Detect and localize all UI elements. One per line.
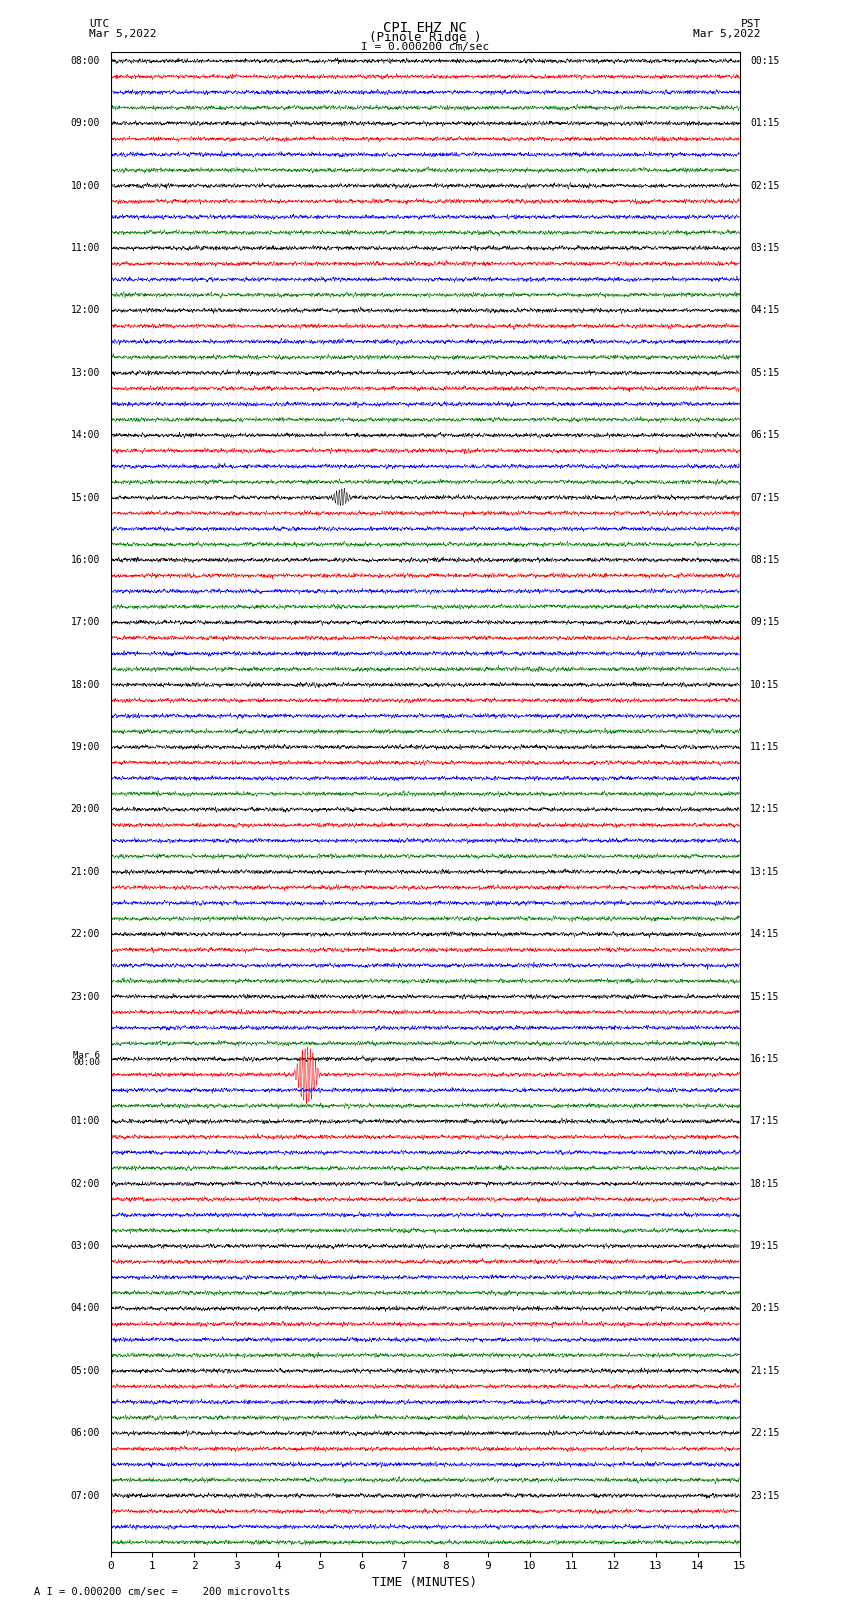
Text: 01:00: 01:00 bbox=[71, 1116, 100, 1126]
Text: CPI EHZ NC: CPI EHZ NC bbox=[383, 21, 467, 35]
Text: 07:00: 07:00 bbox=[71, 1490, 100, 1500]
Text: 10:15: 10:15 bbox=[750, 679, 779, 690]
Text: 17:00: 17:00 bbox=[71, 618, 100, 627]
Text: I = 0.000200 cm/sec: I = 0.000200 cm/sec bbox=[361, 42, 489, 52]
Text: 16:00: 16:00 bbox=[71, 555, 100, 565]
Text: 20:00: 20:00 bbox=[71, 805, 100, 815]
Text: UTC: UTC bbox=[89, 19, 110, 29]
Text: 02:00: 02:00 bbox=[71, 1179, 100, 1189]
Text: 23:00: 23:00 bbox=[71, 992, 100, 1002]
Text: 22:00: 22:00 bbox=[71, 929, 100, 939]
Text: 09:15: 09:15 bbox=[750, 618, 779, 627]
Text: 11:00: 11:00 bbox=[71, 244, 100, 253]
Text: 21:00: 21:00 bbox=[71, 866, 100, 877]
Text: 23:15: 23:15 bbox=[750, 1490, 779, 1500]
Text: 10:00: 10:00 bbox=[71, 181, 100, 190]
Text: 11:15: 11:15 bbox=[750, 742, 779, 752]
Text: 18:15: 18:15 bbox=[750, 1179, 779, 1189]
Text: 06:00: 06:00 bbox=[71, 1428, 100, 1439]
Text: 03:00: 03:00 bbox=[71, 1240, 100, 1252]
Text: 22:15: 22:15 bbox=[750, 1428, 779, 1439]
Text: 04:15: 04:15 bbox=[750, 305, 779, 316]
Text: 20:15: 20:15 bbox=[750, 1303, 779, 1313]
Text: 15:00: 15:00 bbox=[71, 492, 100, 503]
Text: 12:00: 12:00 bbox=[71, 305, 100, 316]
X-axis label: TIME (MINUTES): TIME (MINUTES) bbox=[372, 1576, 478, 1589]
Text: 06:15: 06:15 bbox=[750, 431, 779, 440]
Text: Mar 5,2022: Mar 5,2022 bbox=[89, 29, 156, 39]
Text: 08:00: 08:00 bbox=[71, 56, 100, 66]
Text: 09:00: 09:00 bbox=[71, 118, 100, 129]
Text: 00:00: 00:00 bbox=[73, 1058, 100, 1068]
Text: 14:00: 14:00 bbox=[71, 431, 100, 440]
Text: 13:00: 13:00 bbox=[71, 368, 100, 377]
Text: 08:15: 08:15 bbox=[750, 555, 779, 565]
Text: 05:00: 05:00 bbox=[71, 1366, 100, 1376]
Text: 00:15: 00:15 bbox=[750, 56, 779, 66]
Text: PST: PST bbox=[740, 19, 761, 29]
Text: 04:00: 04:00 bbox=[71, 1303, 100, 1313]
Text: 19:15: 19:15 bbox=[750, 1240, 779, 1252]
Text: 02:15: 02:15 bbox=[750, 181, 779, 190]
Text: 03:15: 03:15 bbox=[750, 244, 779, 253]
Text: Mar 5,2022: Mar 5,2022 bbox=[694, 29, 761, 39]
Text: (Pinole Ridge ): (Pinole Ridge ) bbox=[369, 31, 481, 44]
Text: 16:15: 16:15 bbox=[750, 1053, 779, 1065]
Text: 15:15: 15:15 bbox=[750, 992, 779, 1002]
Text: A I = 0.000200 cm/sec =    200 microvolts: A I = 0.000200 cm/sec = 200 microvolts bbox=[34, 1587, 290, 1597]
Text: 05:15: 05:15 bbox=[750, 368, 779, 377]
Text: 18:00: 18:00 bbox=[71, 679, 100, 690]
Text: Mar 6: Mar 6 bbox=[73, 1050, 100, 1060]
Text: 12:15: 12:15 bbox=[750, 805, 779, 815]
Text: 13:15: 13:15 bbox=[750, 866, 779, 877]
Text: 01:15: 01:15 bbox=[750, 118, 779, 129]
Text: 17:15: 17:15 bbox=[750, 1116, 779, 1126]
Text: 21:15: 21:15 bbox=[750, 1366, 779, 1376]
Text: 14:15: 14:15 bbox=[750, 929, 779, 939]
Text: 19:00: 19:00 bbox=[71, 742, 100, 752]
Text: 07:15: 07:15 bbox=[750, 492, 779, 503]
